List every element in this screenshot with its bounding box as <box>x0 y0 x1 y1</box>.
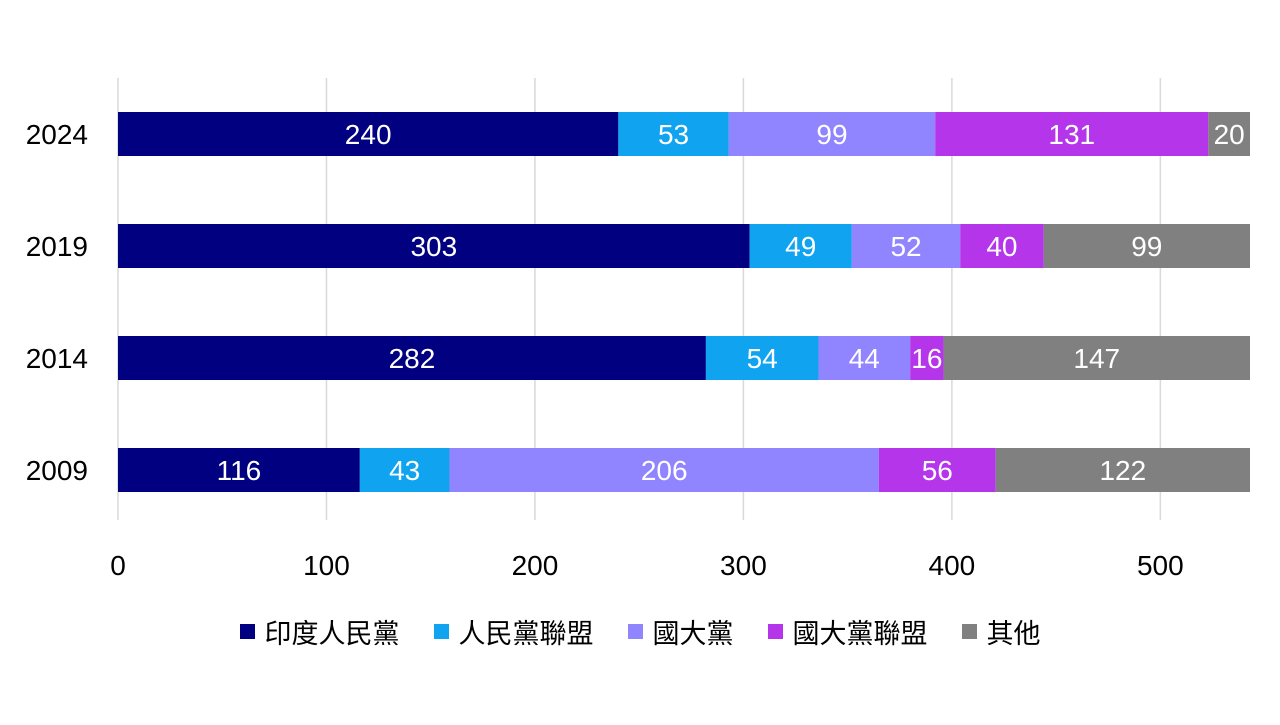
legend-label: 人民黨聯盟 <box>458 619 594 650</box>
legend-item: 國大黨聯盟 <box>767 612 928 651</box>
legend-label: 國大黨 <box>652 619 734 650</box>
data-label: 303 <box>410 231 457 262</box>
legend-swatch <box>627 624 643 639</box>
legend-label: 國大黨聯盟 <box>792 619 928 650</box>
bar-segment <box>728 112 936 156</box>
x-tick-label: 200 <box>512 550 559 581</box>
data-label: 20 <box>1214 119 1245 150</box>
data-label: 40 <box>986 231 1017 262</box>
bars <box>118 112 1250 492</box>
bar-segment <box>449 448 879 492</box>
bar-segment <box>118 448 360 492</box>
bar-segment <box>878 448 996 492</box>
data-label: 116 <box>217 455 262 486</box>
legend-label: 其他 <box>986 619 1041 650</box>
x-tick-label: 100 <box>303 550 350 581</box>
data-label: 122 <box>1099 455 1146 486</box>
data-label: 43 <box>389 455 420 486</box>
bar-segment <box>910 336 944 380</box>
legend: 印度人民黨 人民黨聯盟 國大黨 國大黨聯盟 其他 <box>0 612 1280 651</box>
bar-segment <box>118 336 706 380</box>
legend-swatch <box>767 624 783 639</box>
bar-segment <box>1208 112 1250 156</box>
x-tick-label: 0 <box>110 550 126 581</box>
data-label: 56 <box>922 455 953 486</box>
legend-swatch <box>961 624 977 639</box>
y-tick-label: 2019 <box>26 231 88 262</box>
data-label: 240 <box>345 119 392 150</box>
axis-labels: 0 100 200 300 400 500 2024 2019 2014 2009 <box>26 119 1184 581</box>
data-labels: 240 53 99 131 20 303 49 52 40 99 282 54 44 16 147 116 43… <box>217 119 1245 486</box>
bar-segment <box>359 448 450 492</box>
data-label: 16 <box>911 343 942 374</box>
bar-segment <box>118 112 619 156</box>
legend-item: 國大黨 <box>627 612 734 651</box>
bar-segment <box>618 112 729 156</box>
bar-segment <box>995 448 1250 492</box>
data-label: 53 <box>658 119 689 150</box>
data-label: 52 <box>890 231 921 262</box>
data-label: 99 <box>1131 231 1162 262</box>
bar-segment <box>851 224 961 268</box>
data-label: 44 <box>849 343 880 374</box>
bar-segment <box>705 336 819 380</box>
x-tick-label: 400 <box>929 550 976 581</box>
data-label: 99 <box>816 119 847 150</box>
legend-item: 印度人民黨 <box>239 612 400 651</box>
y-tick-label: 2009 <box>26 455 88 486</box>
bar-segment <box>960 224 1044 268</box>
y-tick-label: 2024 <box>26 119 88 150</box>
legend-swatch <box>433 624 449 639</box>
bar-segment <box>1043 224 1250 268</box>
legend-item: 其他 <box>961 612 1041 651</box>
bar-segment <box>749 224 852 268</box>
x-tick-label: 500 <box>1137 550 1184 581</box>
data-label: 131 <box>1048 119 1095 150</box>
x-tick-label: 300 <box>720 550 767 581</box>
data-label: 282 <box>389 343 436 374</box>
data-label: 54 <box>747 343 778 374</box>
data-label: 147 <box>1073 343 1120 374</box>
legend-label: 印度人民黨 <box>264 619 400 650</box>
bar-segment <box>943 336 1250 380</box>
bar-segment <box>818 336 911 380</box>
legend-swatch <box>239 624 255 639</box>
legend-item: 人民黨聯盟 <box>433 612 594 651</box>
bar-segment <box>935 112 1209 156</box>
data-label: 49 <box>785 231 816 262</box>
data-label: 206 <box>641 455 688 486</box>
y-tick-label: 2014 <box>26 343 88 374</box>
bar-segment <box>118 224 750 268</box>
